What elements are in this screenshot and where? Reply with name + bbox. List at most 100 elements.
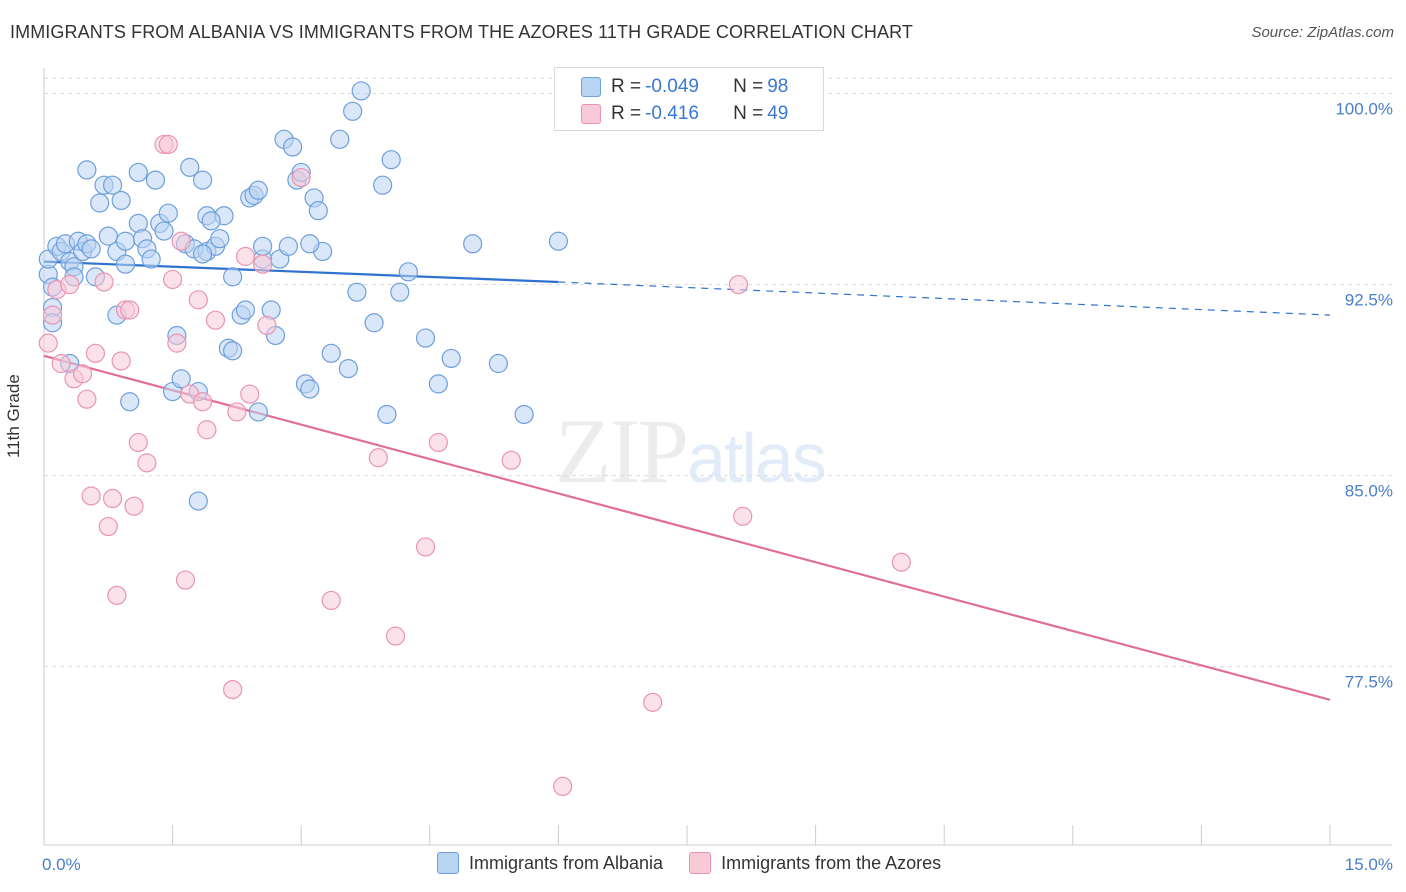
- y-tick-label: 77.5%: [1345, 673, 1393, 692]
- albania-point: [158, 203, 178, 223]
- series-legend-azores: Immigrants from the Azores: [689, 852, 941, 874]
- azores-point: [197, 420, 217, 440]
- x-tick-label-end: 15.0%: [1345, 855, 1393, 874]
- source-label: Source: ZipAtlas.com: [1251, 24, 1394, 41]
- azores-point: [253, 254, 273, 274]
- azores-point: [158, 134, 178, 155]
- y-tick-label: 100.0%: [1335, 99, 1393, 118]
- axis-layer: [43, 68, 1392, 846]
- watermark-atlas: atlas: [687, 419, 827, 497]
- albania-trend-extension: [558, 281, 1331, 316]
- albania-point: [300, 379, 320, 399]
- legend-r-label: R =: [611, 76, 642, 97]
- azores-point: [368, 448, 388, 468]
- albania-point: [248, 180, 268, 200]
- albania-point: [193, 170, 213, 190]
- azores-point: [428, 432, 448, 453]
- tick-label-layer: 77.5% 85.0% 92.5% 100.0% 0.0% 15.0%: [42, 99, 1393, 874]
- albania-point: [321, 343, 341, 363]
- albania-point: [330, 129, 350, 149]
- azores-point: [235, 246, 256, 267]
- albania-point: [548, 231, 569, 251]
- azores-point: [205, 310, 226, 330]
- azores-point: [77, 389, 97, 409]
- azores-point: [163, 269, 183, 290]
- series-name-albania: Immigrants from Albania: [469, 852, 664, 873]
- legend-row-azores: R = -0.416 N = 49: [581, 101, 788, 127]
- albania-point: [347, 282, 367, 302]
- watermark-zip: ZIP: [555, 400, 689, 502]
- azores-point: [51, 353, 71, 374]
- azores-point: [137, 453, 157, 473]
- albania-point: [488, 353, 508, 374]
- albania-point: [141, 249, 161, 269]
- legend-r-value: -0.416: [645, 103, 699, 124]
- albania-point: [235, 300, 256, 320]
- azores-point: [171, 231, 191, 251]
- albania-point: [377, 404, 397, 425]
- azores-point: [128, 432, 148, 453]
- albania-point: [441, 348, 461, 369]
- grid-layer: [44, 77, 1392, 668]
- chart-title: IMMIGRANTS FROM ALBANIA VS IMMIGRANTS FR…: [10, 22, 913, 42]
- azores-point: [415, 537, 436, 557]
- azores-point: [223, 679, 243, 700]
- trend-layer: [43, 260, 1331, 701]
- albania-point: [171, 369, 191, 389]
- x-tick-label-start: 0.0%: [42, 855, 81, 874]
- legend-n-label: N =: [733, 103, 764, 124]
- legend-swatch-azores: [581, 104, 601, 124]
- albania-point: [338, 359, 358, 379]
- albania-point: [514, 404, 534, 425]
- points-layer: [38, 81, 911, 797]
- azores-point: [98, 516, 118, 537]
- albania-point: [81, 239, 101, 259]
- albania-point: [248, 402, 268, 422]
- albania-point: [253, 236, 273, 256]
- y-tick-label: 92.5%: [1345, 291, 1393, 310]
- series-name-azores: Immigrants from the Azores: [721, 852, 942, 873]
- series-legend-albania: Immigrants from Albania: [437, 852, 663, 874]
- azores-point: [38, 333, 58, 353]
- albania-point: [343, 101, 363, 121]
- legend-n-value: 98: [767, 76, 789, 97]
- albania-point: [145, 170, 166, 190]
- albania-point: [210, 229, 230, 249]
- albania-point: [115, 254, 136, 274]
- albania-point: [381, 150, 401, 170]
- albania-point: [278, 236, 298, 256]
- albania-point: [300, 234, 320, 254]
- legend-n-value: 49: [767, 103, 789, 124]
- albania-point: [223, 267, 243, 287]
- azores-point: [193, 392, 213, 412]
- series-legend: Immigrants from Albania Immigrants from …: [437, 852, 967, 874]
- stats-legend: R = -0.049 N = 98 R = -0.416 N = 49: [554, 67, 824, 131]
- azores-point: [291, 167, 311, 188]
- azores-point: [385, 626, 406, 646]
- azores-point: [107, 585, 127, 605]
- azores-point: [553, 776, 573, 797]
- albania-point: [193, 244, 213, 264]
- albania-point: [283, 137, 303, 157]
- albania-point: [373, 175, 393, 195]
- albania-point: [223, 341, 243, 361]
- legend-r-value: -0.049: [645, 76, 699, 97]
- azores-point: [257, 315, 277, 335]
- azores-point: [120, 300, 140, 320]
- azores-point: [188, 290, 208, 310]
- albania-point: [415, 328, 436, 348]
- albania-point: [115, 231, 136, 251]
- legend-row-albania: R = -0.049 N = 98: [581, 74, 788, 100]
- azores-point: [728, 274, 749, 295]
- watermark: ZIPatlas: [555, 398, 827, 504]
- albania-point: [120, 392, 140, 412]
- albania-point: [308, 201, 328, 221]
- legend-r-label: R =: [611, 103, 642, 124]
- azores-point: [72, 364, 93, 384]
- albania-point: [351, 81, 371, 101]
- azores-point: [643, 692, 663, 712]
- azores-point: [891, 552, 911, 572]
- azores-point: [85, 343, 106, 363]
- albania-point: [188, 491, 208, 511]
